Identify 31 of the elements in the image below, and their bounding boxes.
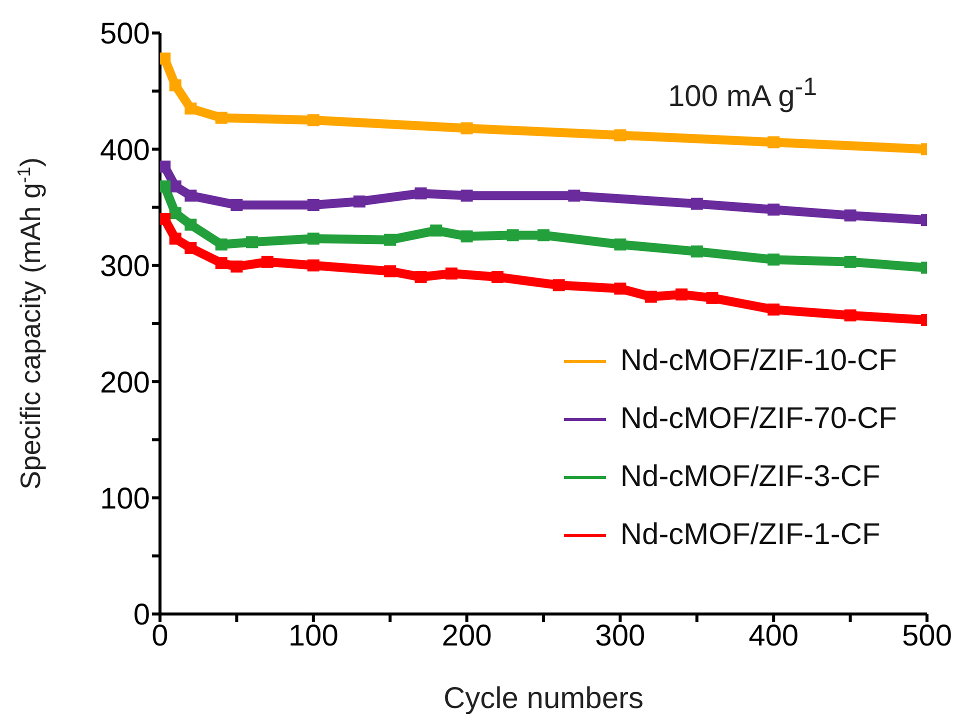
point [160, 180, 171, 192]
point [160, 212, 171, 225]
legend-label: Nd-cMOF/ZIF-10-CF [620, 344, 897, 378]
y-tick-label: 100 [100, 482, 150, 516]
legend-label: Nd-cMOF/ZIF-70-CF [620, 402, 897, 436]
y-tick-label: 300 [100, 250, 150, 284]
y-tick-label: 400 [100, 134, 150, 167]
point [184, 218, 197, 231]
point [215, 257, 228, 270]
y-tick-label: 0 [133, 598, 150, 632]
point [184, 102, 197, 115]
x-axis-title: Cycle numbers [443, 682, 644, 715]
annotation: 100 mA g$^{-1}$ [668, 73, 817, 113]
point [160, 160, 171, 173]
point [184, 242, 197, 254]
point [169, 180, 182, 192]
x-tick-label: 500 [902, 619, 952, 652]
point [169, 232, 182, 245]
point [169, 207, 182, 220]
point [169, 79, 182, 92]
legend-label: Nd-cMOF/ZIF-1-CF [620, 518, 880, 552]
x-tick-label: 200 [442, 619, 492, 652]
legend-label: Nd-cMOF/ZIF-3-CF [620, 460, 880, 494]
point [160, 52, 171, 65]
x-tick-label: 400 [748, 619, 799, 652]
point [184, 190, 197, 202]
x-tick-label: 100 [288, 619, 338, 652]
y-tick-label: 500 [100, 18, 150, 51]
x-tick-label: 300 [595, 619, 646, 652]
point [215, 238, 228, 250]
y-tick-label: 200 [100, 366, 150, 400]
